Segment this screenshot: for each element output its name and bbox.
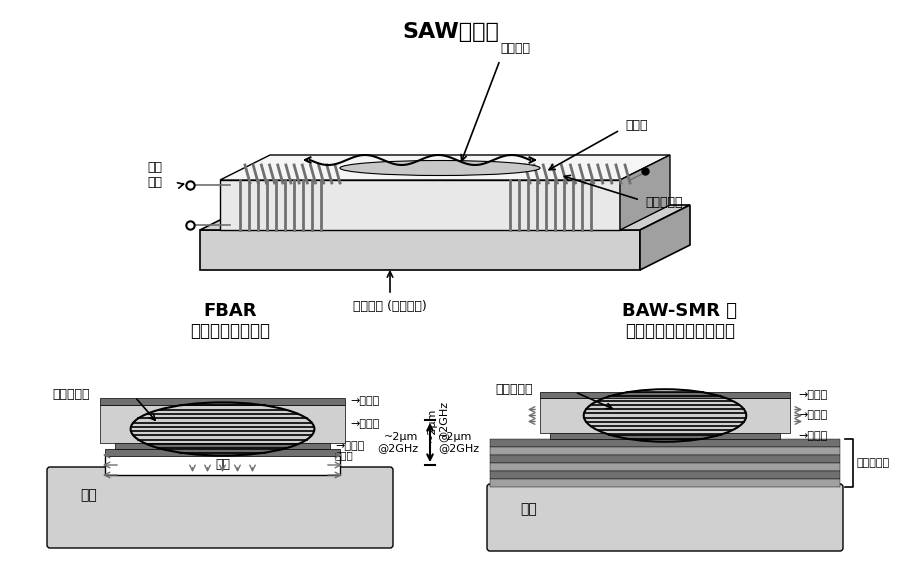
Text: ~2μm
@2GHz: ~2μm @2GHz <box>427 402 448 443</box>
Text: FBAR: FBAR <box>203 302 256 320</box>
Text: 气腔: 气腔 <box>215 459 230 471</box>
Text: 声表面波: 声表面波 <box>500 42 529 55</box>
Text: BAW-SMR 型: BAW-SMR 型 <box>621 302 737 320</box>
Text: →上电极: →上电极 <box>797 390 826 400</box>
Polygon shape <box>199 205 689 230</box>
Text: 压电衬底 (钽酸锂等): 压电衬底 (钽酸锂等) <box>353 300 427 313</box>
Bar <box>549 433 779 439</box>
Text: →压力层: →压力层 <box>350 419 379 429</box>
Bar <box>490 463 839 471</box>
Ellipse shape <box>340 161 539 176</box>
Polygon shape <box>220 155 669 180</box>
Text: SAW滤波器: SAW滤波器 <box>402 22 499 42</box>
Text: ~2μm
@2GHz: ~2μm @2GHz <box>437 432 479 453</box>
FancyBboxPatch shape <box>486 484 842 551</box>
Polygon shape <box>620 155 669 230</box>
Text: →上电极: →上电极 <box>350 396 379 407</box>
Bar <box>490 439 839 447</box>
Text: 声学反射板: 声学反射板 <box>856 458 889 468</box>
Text: ~2μm
@2GHz: ~2μm @2GHz <box>376 432 418 453</box>
Text: →下电极: →下电极 <box>797 431 826 441</box>
Text: 声波应力场: 声波应力场 <box>494 383 532 396</box>
Text: 声波应力场: 声波应力场 <box>52 388 89 402</box>
Bar <box>100 398 345 405</box>
Polygon shape <box>640 205 689 270</box>
Polygon shape <box>220 180 620 230</box>
Bar <box>490 479 839 487</box>
Text: →压力层: →压力层 <box>797 411 826 420</box>
Text: 电子
端口: 电子 端口 <box>147 161 162 189</box>
Text: 支持层: 支持层 <box>335 451 354 460</box>
Bar <box>490 471 839 479</box>
Text: →下电极: →下电极 <box>335 441 364 451</box>
Text: 薄膜体声波谐振器: 薄膜体声波谐振器 <box>189 322 270 340</box>
Text: 液面线: 液面线 <box>624 118 647 132</box>
Text: 固体装配型体声波谐振器: 固体装配型体声波谐振器 <box>624 322 734 340</box>
Bar <box>539 392 789 398</box>
FancyBboxPatch shape <box>47 467 392 548</box>
Bar <box>539 398 789 433</box>
Bar <box>105 455 340 475</box>
Text: 叉指换能器: 叉指换能器 <box>644 197 682 209</box>
Bar <box>115 443 329 449</box>
Text: 衬底: 衬底 <box>80 488 97 502</box>
Text: 衬底: 衬底 <box>520 502 536 516</box>
Bar <box>490 455 839 463</box>
Polygon shape <box>199 230 640 270</box>
Bar <box>490 447 839 455</box>
Bar <box>100 405 345 443</box>
Bar <box>105 449 340 456</box>
